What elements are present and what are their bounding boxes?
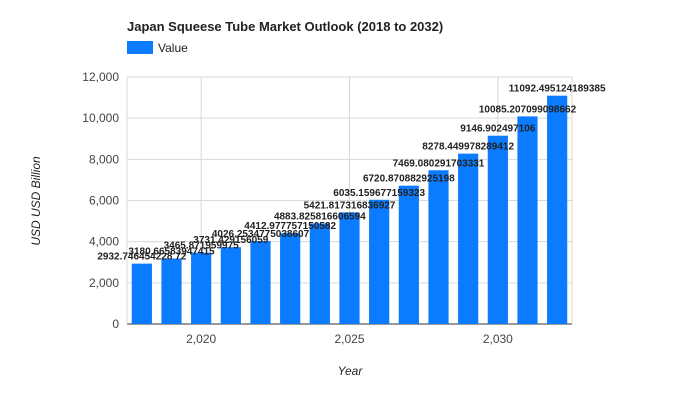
bar xyxy=(428,170,449,324)
bar xyxy=(458,153,479,324)
bar xyxy=(161,258,182,324)
data-label: 7469.080291703331 xyxy=(393,158,485,169)
data-label: 6720.870882925198 xyxy=(363,174,455,185)
y-tick-label: 12,000 xyxy=(82,70,119,84)
bar xyxy=(369,199,390,324)
data-label: 10085.207099098662 xyxy=(479,104,577,115)
bar xyxy=(191,252,212,324)
data-label: 4883.825816606594 xyxy=(274,211,366,222)
bar xyxy=(339,212,360,324)
bar xyxy=(280,233,301,324)
x-tick-label: 2,025 xyxy=(334,332,364,346)
x-axis-title: Year xyxy=(338,364,364,378)
bar xyxy=(398,185,419,324)
chart-title: Japan Squeese Tube Market Outlook (2018 … xyxy=(127,19,443,34)
data-label: 5421.817316836927 xyxy=(304,200,396,211)
y-tick-label: 4,000 xyxy=(89,235,119,249)
bar xyxy=(309,223,330,324)
axes: 0 2,000 4,000 6,000 8,000 10,000 12,000 2,020 2,… xyxy=(82,70,513,346)
data-label: 8278.449978289412 xyxy=(422,142,514,153)
bar xyxy=(250,241,271,324)
y-axis-title: USD USD Billion xyxy=(29,156,43,246)
data-label: 11092.495124189385 xyxy=(509,84,606,95)
legend-swatch xyxy=(127,41,153,54)
data-label: 4412.977757150582 xyxy=(244,221,336,232)
data-label: 6035.159677159323 xyxy=(333,188,425,199)
y-tick-label: 8,000 xyxy=(89,152,119,166)
x-tick-label: 2,020 xyxy=(186,332,216,346)
bar xyxy=(220,247,241,324)
bar xyxy=(487,135,508,324)
bars xyxy=(131,95,568,324)
data-label: 3731.429156059 xyxy=(193,235,269,246)
x-tick-label: 2,030 xyxy=(483,332,513,346)
data-labels: 2932.746454228 723180.665839474153465.87… xyxy=(97,84,606,263)
data-label: 3180.66583947415 xyxy=(128,247,215,258)
legend-label: Value xyxy=(158,41,188,55)
bar xyxy=(547,95,568,324)
y-tick-label: 6,000 xyxy=(89,194,119,208)
data-label: 9146.902497106 xyxy=(460,124,536,135)
data-label: 4026.2534775038607 xyxy=(212,229,310,240)
y-tick-label: 0 xyxy=(112,317,119,331)
data-label: 2932.746454228 72 xyxy=(97,252,186,263)
y-tick-label: 10,000 xyxy=(82,111,119,125)
y-tick-label: 2,000 xyxy=(89,276,119,290)
bar xyxy=(131,263,152,324)
data-label: 3465.871959975 xyxy=(164,241,240,252)
bar xyxy=(517,116,538,324)
